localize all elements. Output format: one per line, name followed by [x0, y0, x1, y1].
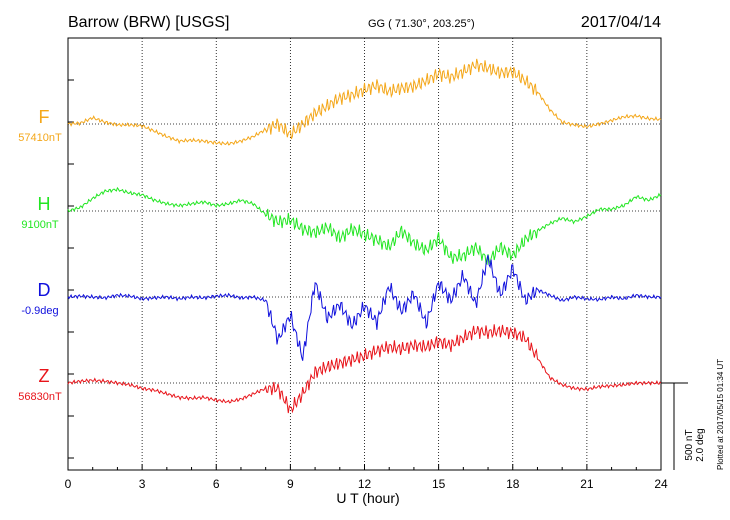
- x-tick-label: 18: [506, 477, 520, 491]
- x-axis-label: U T (hour): [336, 490, 399, 506]
- scale-nt-label: 500 nT: [684, 429, 695, 460]
- x-axis: 0 3 6 9 12 15 18 21 24: [65, 464, 668, 491]
- series-name-d: D: [38, 280, 51, 300]
- coords-label: GG ( 71.30°, 203.25°): [368, 18, 475, 30]
- series-line-f: [67, 58, 662, 146]
- date-label: 2017/04/14: [581, 14, 661, 31]
- grid: [68, 38, 661, 470]
- scale-deg-label: 2.0 deg: [695, 428, 706, 461]
- station-title: Barrow (BRW) [USGS]: [68, 14, 230, 31]
- x-tick-label: 3: [139, 477, 146, 491]
- series-baseline-z: 56830nT: [18, 391, 62, 403]
- series-baseline-f: 57410nT: [18, 132, 62, 144]
- series-line-d: [67, 254, 662, 361]
- x-tick-label: 12: [358, 477, 372, 491]
- series-line-h: [67, 186, 662, 266]
- series-layer: [67, 58, 662, 414]
- x-tick-label: 15: [432, 477, 446, 491]
- series-name-z: Z: [39, 366, 50, 386]
- x-tick-label: 9: [287, 477, 294, 491]
- series-baseline-h: 9100nT: [21, 219, 59, 231]
- x-tick-label: 6: [213, 477, 220, 491]
- scale-bar: 500 nT 2.0 deg: [661, 382, 706, 470]
- series-name-f: F: [39, 107, 50, 127]
- x-tick-label: 0: [65, 477, 72, 491]
- series-line-z: [67, 324, 662, 414]
- series-baseline-d: -0.9deg: [21, 305, 58, 317]
- series-labels: F 57410nT H 9100nT D -0.9deg Z 56830nT: [18, 107, 62, 403]
- plotted-at-label: Plotted at 2017/05/15 01:34 UT: [716, 359, 725, 470]
- series-name-h: H: [38, 194, 51, 214]
- x-tick-label: 21: [580, 477, 594, 491]
- x-tick-label: 24: [654, 477, 668, 491]
